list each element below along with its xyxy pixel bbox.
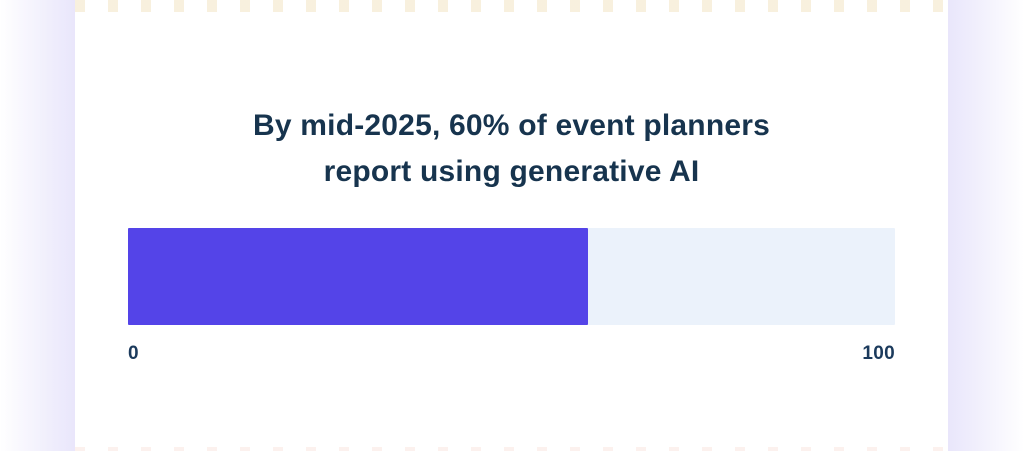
progress-bar-track xyxy=(128,228,895,325)
chart-title: By mid-2025, 60% of event planners repor… xyxy=(75,103,948,195)
chart-card: By mid-2025, 60% of event planners repor… xyxy=(75,0,948,451)
right-gutter-gradient xyxy=(948,0,1024,451)
axis-tick-max: 100 xyxy=(862,343,895,364)
axis-tick-labels: 0 100 xyxy=(128,343,895,365)
chart-title-line1: By mid-2025, 60% of event planners xyxy=(253,109,770,142)
progress-bar-fill xyxy=(128,228,589,325)
decorative-dashes-bottom xyxy=(75,447,948,451)
decorative-dashes-top xyxy=(75,0,948,12)
chart-title-line2: report using generative AI xyxy=(323,155,700,188)
left-gutter-gradient xyxy=(0,0,75,451)
axis-tick-min: 0 xyxy=(128,343,139,364)
